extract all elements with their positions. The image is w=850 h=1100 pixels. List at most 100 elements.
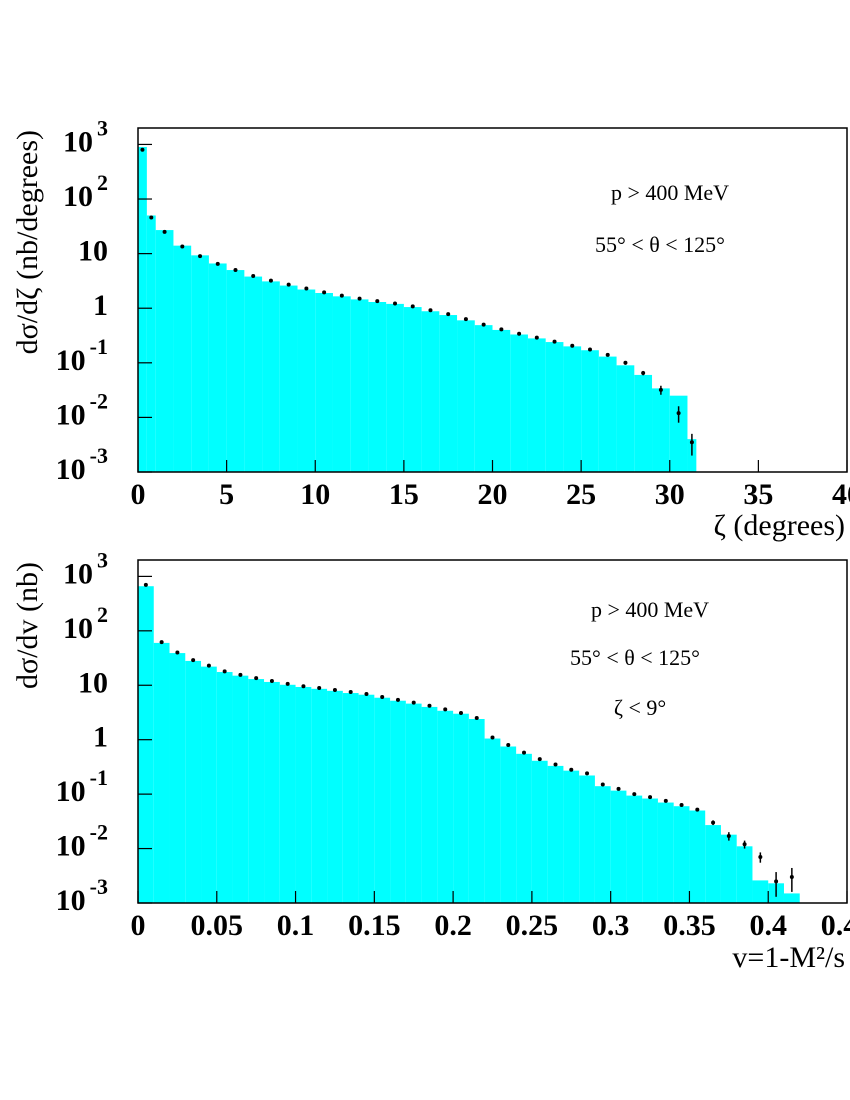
x-tick-label: 0 [131,909,146,942]
data-point [774,879,779,884]
histogram-bar [652,388,670,472]
data-point [206,663,211,668]
y-tick-label: 10 -3 [56,874,108,917]
y-tick-exponent: -1 [90,334,108,359]
histogram-bar [510,334,528,472]
data-point [641,371,646,376]
histogram-bar [232,675,249,903]
y-tick-label: 1 [93,721,108,754]
histogram-bar [405,703,422,903]
y-tick-exponent: -1 [90,765,108,790]
x-tick-label: 0 [131,478,146,511]
x-tick-label: 10 [300,478,330,511]
y-tick-exponent: -2 [90,388,108,413]
histogram-bar [492,329,511,472]
histogram-bar [720,834,737,903]
histogram-bar [342,693,359,903]
histogram-bar [374,697,391,903]
y-tick-label: 1 [93,289,108,322]
data-point [742,842,747,847]
data-point [537,757,542,762]
annotation: ζ < 9° [614,695,666,720]
data-point [411,700,416,705]
y-tick-label: 10 -2 [56,388,108,431]
x-axis-title: ζ (degrees) [713,509,845,542]
data-point [149,215,154,220]
data-point [375,299,380,304]
y-tick-exponent: -3 [90,874,108,899]
data-point [285,681,290,686]
data-point [251,273,256,278]
histogram-bar [752,880,769,903]
histogram-bar [332,296,351,472]
histogram-bar [155,230,174,472]
histogram-bar [173,245,192,472]
data-point [215,261,220,266]
data-point [499,327,504,332]
histogram-bar [594,786,611,903]
y-tick-base: 10 [63,557,93,590]
y-tick-exponent: 2 [97,602,108,627]
data-point [393,301,398,306]
data-point [481,322,486,327]
histogram-bar [453,713,469,903]
histogram-bar [350,299,369,472]
histogram-bar [315,292,333,472]
data-point [585,771,590,776]
histogram-bar [169,653,186,903]
x-tick-label: 35 [743,478,773,511]
histogram-bar [403,307,422,472]
data-point [569,767,574,772]
x-tick-label: 0.45 [821,909,850,942]
y-tick-label: 10 [78,666,108,699]
plot-frame [137,559,848,904]
histogram-bar [262,281,280,472]
histogram-bar [311,688,328,903]
histogram-bar [516,753,532,903]
histogram-bar [474,325,493,472]
y-axis-title: dσ/dv (nb) [11,562,44,689]
data-point [658,387,663,392]
data-point [269,678,274,683]
data-point [222,669,227,674]
y-tick-base: 1 [93,289,108,322]
y-tick-label: 10 -3 [56,443,108,486]
x-tick-label: 0.15 [348,909,401,942]
histogram-bar [248,679,265,903]
y-tick-base: 10 [56,884,86,917]
data-point [695,807,700,812]
histogram-bar [244,276,263,472]
y-tick-exponent: 2 [97,170,108,195]
histogram-bar [547,765,564,903]
histogram-bar [634,374,653,472]
y-tick-label: 10 3 [63,547,108,590]
y-tick-label: 10 3 [63,115,108,158]
data-point [443,707,448,712]
x-tick-label: 15 [389,478,419,511]
histogram-bar [610,790,627,903]
data-point [587,347,592,352]
data-point [238,672,243,677]
histogram-bar [736,846,753,903]
x-tick-label: 0.3 [592,909,630,942]
data-point [711,820,716,825]
histogram-bar [689,810,706,903]
histogram-bar [579,775,595,903]
data-point [726,834,731,839]
histogram-bar [563,770,580,903]
y-axis-title: dσ/dζ (nb/degrees) [11,130,44,354]
x-tick-label: 0.4 [749,909,787,942]
histogram-bar [191,255,209,472]
histogram-bar [657,802,674,903]
histogram-bar [386,303,404,472]
x-tick-label: 25 [566,478,596,511]
histogram-bar [500,746,517,903]
data-point [600,782,605,787]
histogram-bar [531,760,548,903]
data-point [428,308,433,313]
histogram-bar [279,285,298,472]
x-tick-label: 0.1 [277,909,315,942]
histogram-bar [457,320,475,472]
y-tick-base: 10 [56,344,86,377]
